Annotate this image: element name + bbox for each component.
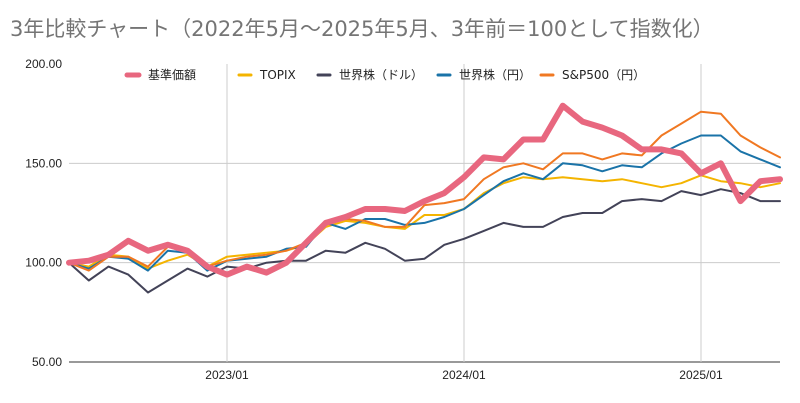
series-line-1 [68,174,781,270]
legend-label: 基準価額 [148,67,196,82]
legend-label: S&P500（円） [562,68,645,82]
legend-label: 世界株（ドル） [339,67,423,82]
grid [69,64,780,363]
legend: 基準価額 TOPIX 世界株（ドル） 世界株（円） S&P500（円） [124,67,645,82]
y-tick-label-top: 200.00 [25,57,62,71]
chart-title: 3年比較チャート（2022年5月〜2025年5月、3年前＝100として指数化） [10,17,714,41]
legend-label: 世界株（円） [459,67,531,82]
y-tick-label: 100.00 [25,256,62,270]
x-tick-label: 2023/01 [205,368,249,382]
x-tick-label: 2024/01 [442,368,486,382]
y-tick-label: 150.00 [25,156,62,170]
series-line-0 [66,102,783,278]
series-lines [66,102,783,294]
legend-label: TOPIX [259,68,296,82]
series-line-2 [68,188,781,294]
axes: 50.00 100.00 150.00 200.00 2023/01 2024/01 202… [25,57,723,382]
x-tick-label: 2025/01 [679,368,723,382]
y-tick-label: 50.00 [32,355,62,369]
